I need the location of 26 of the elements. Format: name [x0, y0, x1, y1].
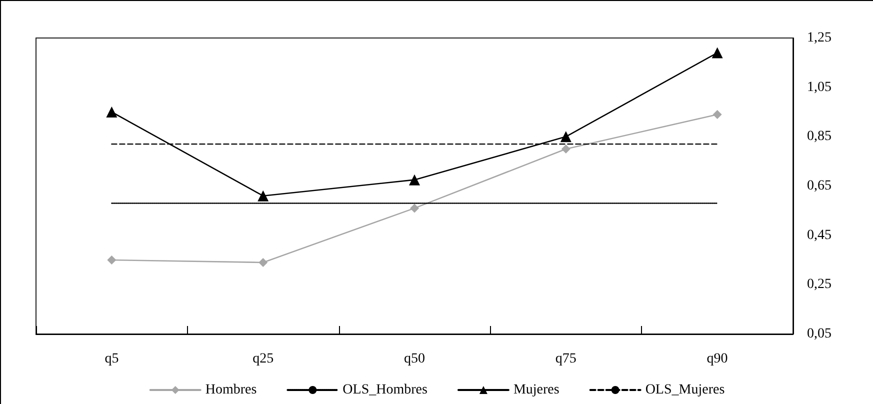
x-tick-label: q25 — [252, 352, 274, 366]
point — [560, 131, 572, 142]
point — [410, 204, 419, 213]
y-tick-label: 0,45 — [807, 228, 832, 243]
legend-label: OLS_Mujeres — [645, 382, 725, 398]
y-tick-label: 0,85 — [807, 129, 832, 144]
y-tick-label: 1,25 — [807, 30, 832, 46]
legend-label: Mujeres — [513, 382, 560, 398]
x-tick-label: q90 — [706, 352, 728, 366]
point — [712, 47, 723, 58]
point — [107, 256, 116, 264]
y-tick-label: 0,65 — [807, 178, 832, 194]
x-tick-label: q50 — [404, 352, 425, 366]
legend-label: Hombres — [205, 382, 257, 398]
point — [106, 106, 118, 118]
y-tick-label: 0,05 — [807, 326, 832, 342]
x-tick-label: q75 — [555, 352, 576, 366]
point — [258, 190, 269, 202]
y-tick-label: 0,25 — [807, 277, 832, 292]
x-tick-label: q5 — [104, 352, 119, 366]
point — [712, 110, 722, 119]
y-tick-label: 1,05 — [807, 80, 832, 95]
legend-label: OLS_Hombres — [342, 382, 428, 398]
point — [561, 144, 570, 154]
point — [409, 174, 420, 186]
point — [258, 258, 268, 267]
